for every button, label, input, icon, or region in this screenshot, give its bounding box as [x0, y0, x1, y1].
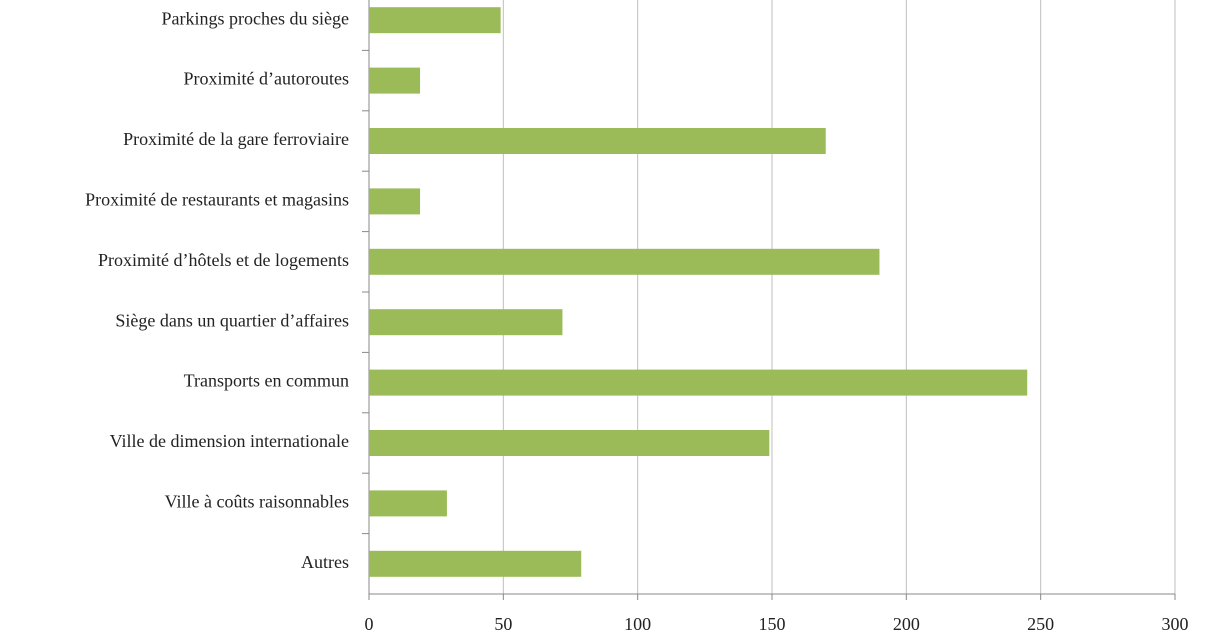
x-tick-label: 250: [1027, 614, 1054, 634]
bar: [369, 188, 421, 215]
x-tick-label: 150: [759, 614, 786, 634]
y-tick-label: Ville à coûts raisonnables: [165, 492, 349, 512]
bar: [369, 369, 1028, 396]
bar: [369, 430, 770, 456]
y-tick-label: Autres: [301, 552, 349, 572]
y-tick-label: Transports en commun: [184, 371, 349, 391]
bar: [369, 7, 501, 34]
x-tick-label: 300: [1162, 614, 1189, 634]
x-tick-label: 100: [624, 614, 651, 634]
bar: [369, 550, 582, 577]
x-tick-label: 200: [893, 614, 920, 634]
y-tick-label: Ville de dimension internationale: [110, 431, 349, 451]
y-tick-label: Proximité de la gare ferroviaire: [123, 129, 349, 149]
x-tick-label: 0: [365, 614, 374, 634]
bar: [369, 128, 826, 154]
x-tick-label: 50: [494, 614, 512, 634]
bar: [369, 248, 880, 275]
bar: [369, 309, 563, 336]
y-tick-label: Proximité de restaurants et magasins: [85, 190, 349, 210]
y-tick-label: Siège dans un quartier d’affaires: [115, 310, 349, 330]
y-tick-label: Parkings proches du siège: [162, 8, 349, 28]
bar: [369, 490, 447, 517]
bar: [369, 67, 421, 94]
y-tick-label: Proximité d’hôtels et de logements: [98, 250, 349, 270]
y-tick-label: Proximité d’autoroutes: [184, 69, 349, 89]
